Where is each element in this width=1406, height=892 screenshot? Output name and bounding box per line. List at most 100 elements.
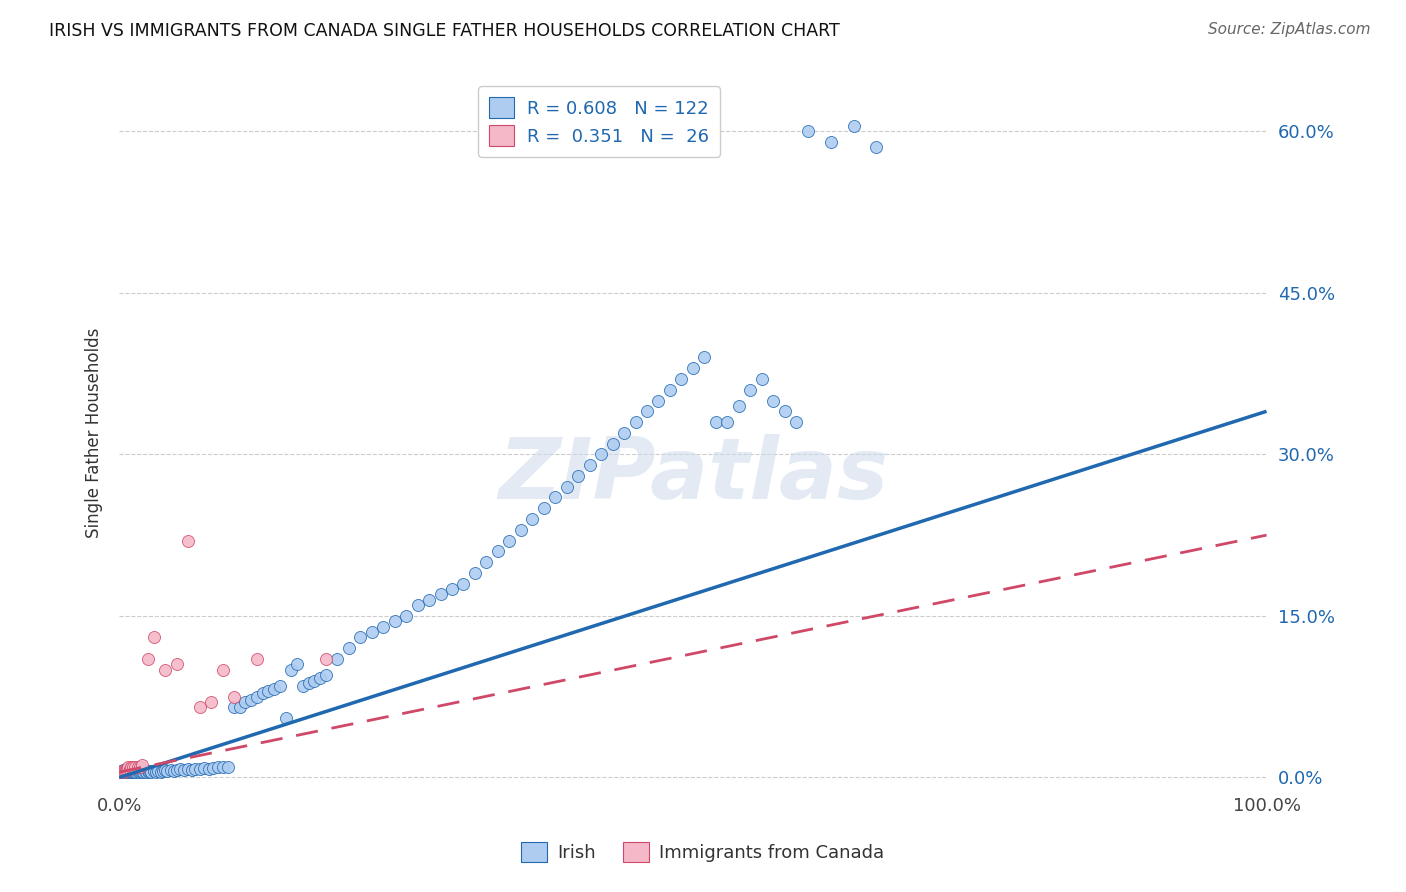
Point — [740, 383, 762, 397]
Y-axis label: Single Father Households: Single Father Households — [86, 327, 103, 538]
Text: IRISH VS IMMIGRANTS FROM CANADA SINGLE FATHER HOUSEHOLDS CORRELATION CHART: IRISH VS IMMIGRANTS FROM CANADA SINGLE F… — [49, 22, 839, 40]
Point — [184, 762, 207, 776]
Point — [114, 764, 136, 778]
Point — [522, 512, 544, 526]
Point — [118, 762, 141, 776]
Point — [156, 764, 179, 778]
Point — [117, 764, 139, 778]
Point — [153, 763, 176, 777]
Point — [252, 686, 274, 700]
Point — [309, 672, 332, 686]
Point — [180, 763, 202, 777]
Point — [114, 764, 136, 778]
Point — [222, 690, 245, 704]
Point — [136, 652, 159, 666]
Point — [751, 372, 773, 386]
Point — [153, 663, 176, 677]
Point — [138, 765, 160, 780]
Point — [373, 620, 395, 634]
Point — [141, 765, 163, 780]
Point — [440, 582, 463, 596]
Point — [229, 700, 252, 714]
Point — [842, 119, 865, 133]
Point — [682, 361, 704, 376]
Point — [132, 765, 155, 780]
Point — [166, 657, 188, 672]
Point — [111, 763, 134, 777]
Point — [115, 763, 138, 777]
Point — [257, 684, 280, 698]
Point — [117, 765, 139, 780]
Point — [486, 544, 509, 558]
Point — [453, 576, 475, 591]
Point — [128, 765, 150, 780]
Point — [117, 762, 139, 776]
Point — [337, 641, 360, 656]
Point — [142, 631, 165, 645]
Point — [624, 415, 647, 429]
Point — [127, 764, 149, 778]
Point — [122, 764, 145, 778]
Legend: R = 0.608   N = 122, R =  0.351   N =  26: R = 0.608 N = 122, R = 0.351 N = 26 — [478, 87, 720, 157]
Point — [122, 765, 145, 780]
Point — [291, 679, 314, 693]
Point — [145, 765, 167, 780]
Point — [110, 764, 132, 778]
Point — [118, 764, 141, 778]
Point — [246, 690, 269, 704]
Point — [129, 760, 152, 774]
Point — [647, 393, 669, 408]
Point — [188, 700, 211, 714]
Point — [115, 765, 138, 780]
Point — [134, 764, 156, 778]
Point — [120, 765, 142, 780]
Point — [120, 763, 142, 777]
Point — [124, 760, 146, 774]
Point — [122, 760, 145, 774]
Point — [193, 761, 215, 775]
Point — [315, 652, 337, 666]
Point — [785, 415, 807, 429]
Point — [297, 675, 319, 690]
Point — [671, 372, 693, 386]
Point — [263, 682, 285, 697]
Point — [200, 695, 222, 709]
Point — [112, 764, 135, 778]
Point — [693, 351, 716, 365]
Point — [796, 124, 818, 138]
Point — [142, 764, 165, 778]
Point — [121, 764, 143, 778]
Point — [217, 760, 239, 774]
Point — [475, 555, 498, 569]
Point — [149, 765, 172, 780]
Point — [406, 598, 429, 612]
Point — [418, 592, 440, 607]
Point — [112, 765, 135, 780]
Point — [211, 760, 233, 774]
Point — [384, 615, 406, 629]
Point — [125, 765, 148, 780]
Point — [160, 763, 183, 777]
Point — [567, 469, 589, 483]
Point — [762, 393, 785, 408]
Point — [177, 533, 200, 548]
Point — [246, 652, 269, 666]
Point — [139, 764, 162, 778]
Point — [124, 764, 146, 778]
Point — [169, 762, 191, 776]
Text: Source: ZipAtlas.com: Source: ZipAtlas.com — [1208, 22, 1371, 37]
Point — [315, 668, 337, 682]
Point — [129, 764, 152, 778]
Point — [197, 762, 219, 776]
Point — [773, 404, 796, 418]
Point — [211, 663, 233, 677]
Point — [131, 757, 153, 772]
Point — [117, 760, 139, 774]
Point — [591, 447, 613, 461]
Point — [163, 764, 186, 778]
Point — [464, 566, 486, 580]
Point — [636, 404, 658, 418]
Point — [122, 765, 145, 780]
Point — [111, 765, 134, 780]
Point — [865, 140, 887, 154]
